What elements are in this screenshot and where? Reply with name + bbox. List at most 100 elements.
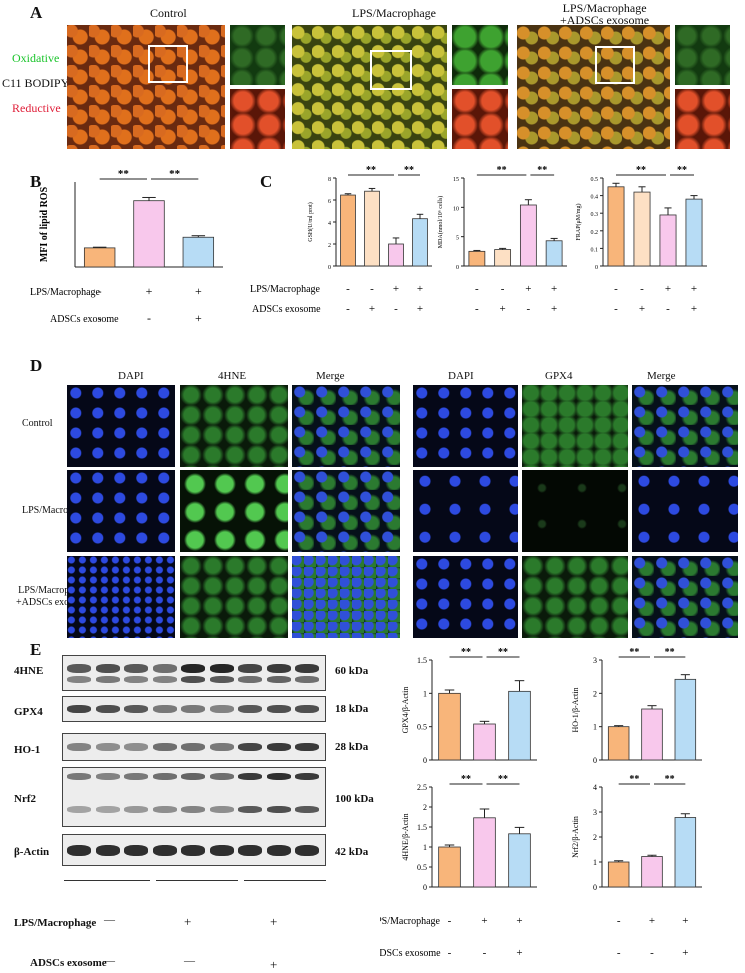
nrf2-sig-1: ** (665, 774, 675, 785)
col-4hne: 4HNE (218, 370, 247, 382)
hne-ytick-label-3: 1.5 (417, 823, 427, 832)
zoom-oxidative-lps-adsc (675, 25, 730, 85)
blot-3-band-0-4 (181, 773, 205, 780)
b-lps-sign-2: + (195, 284, 202, 298)
group-line-1 (64, 880, 150, 881)
mda-lps-sign-1: - (501, 283, 505, 295)
panel-e-label: E (30, 640, 42, 659)
img-dapi-lps-adsc-1 (67, 556, 175, 638)
e1-lps-sign-1: + (649, 915, 655, 927)
blot-3-band-0-2 (124, 773, 148, 780)
blot-2-band-0-3 (152, 743, 177, 751)
blot-3-band-0-7 (266, 773, 291, 780)
img-gpx4-lps-adsc (522, 556, 628, 638)
b-bar-0 (83, 247, 116, 268)
gsh-lps-sign-2: + (393, 283, 399, 295)
gsh-adsc-sign-3: + (417, 303, 423, 315)
hne-ytick-label-5: 2.5 (417, 783, 427, 792)
ho1-ytick-label-1: 1 (593, 723, 597, 732)
row-lps-adsc-line1: LPS/Macrophage (18, 585, 89, 596)
blot-3-band-1-5 (209, 806, 234, 813)
gsh-lps-sign-3: + (417, 283, 423, 295)
blot-2-band-0-6 (238, 743, 262, 751)
ho1-bar-0 (607, 726, 630, 761)
blot-lps-3: + (270, 914, 278, 929)
blot-1-band-0-4 (181, 705, 205, 713)
hne-ytick-label-0: 0 (423, 883, 427, 892)
hne-ylabel: 4HNE/β-Actin (401, 813, 410, 860)
ho1-ylabel: HO-1/β-Actin (571, 688, 580, 733)
col-merge-1: Merge (316, 370, 345, 382)
b-adsc-sign-1: - (147, 311, 151, 325)
nrf2-bar-0 (607, 861, 630, 888)
blot-4-band-0-7 (266, 845, 291, 856)
mda-ylabel: MDA(nmol/10⁶ cells) (437, 196, 444, 249)
gsh-sig-0: ** (366, 165, 376, 176)
b-lps-sign-0: - (98, 284, 102, 298)
hne-ytick-label-1: 0.5 (417, 863, 427, 872)
gsh-ytick-label-2: 4 (328, 221, 331, 227)
e1-adsc-sign-1: - (650, 947, 654, 959)
gsh-bar-3 (412, 218, 428, 267)
ho1-ytick-label-3: 3 (593, 656, 597, 665)
frap-sig-0: ** (636, 165, 646, 176)
img-dapi-lps-1 (67, 470, 175, 552)
blot-ho1 (62, 733, 326, 761)
blot-1-band-0-5 (209, 705, 234, 713)
blot-3-band-1-8 (295, 806, 319, 813)
gsh-bar-2 (388, 243, 404, 267)
gpx4-ytick-label-2: 1 (423, 689, 427, 698)
blot-3-band-1-4 (181, 806, 205, 813)
e-lps-label: LPS/Macrophage (380, 916, 441, 927)
c-lps-label: LPS/Macrophage (250, 284, 321, 295)
gsh-adsc-sign-2: - (394, 303, 398, 315)
blot-2-band-0-0 (67, 743, 91, 751)
panel-a-title-lps: LPS/Macrophage (352, 6, 436, 20)
blot-4-band-0-0 (67, 845, 91, 856)
b-lps-label: LPS/Macrophage (30, 287, 101, 298)
mda-bar-0 (468, 250, 486, 267)
ho1-sig-0: ** (629, 647, 639, 658)
frap-lps-sign-3: + (691, 283, 697, 295)
b-bar-1 (133, 200, 165, 268)
frap-ytick-label-0: 0 (595, 265, 598, 271)
nrf2-ytick-label-3: 3 (593, 808, 597, 817)
hne-bar-1 (473, 817, 496, 888)
blot-4-band-0-6 (238, 845, 262, 856)
e0-adsc-sign-2: + (516, 947, 522, 959)
blot-4-band-0-3 (152, 845, 177, 856)
blot-3-band-1-6 (238, 806, 262, 813)
frap-adsc-sign-1: + (639, 303, 645, 315)
blot-4-band-0-8 (295, 845, 319, 856)
b-adsc-sign-0: - (98, 311, 102, 325)
gsh-bar-1 (364, 190, 380, 267)
blot-0-band-1-5 (209, 676, 234, 683)
blot-0-band-0-4 (181, 664, 205, 673)
blot-0-band-0-7 (266, 664, 291, 673)
frap-bar-0 (607, 186, 625, 267)
blot-0-band-0-0 (67, 664, 91, 673)
blot-nrf2 (62, 767, 326, 827)
mda-bar-3 (545, 240, 563, 267)
zoom-reductive-lps (452, 89, 508, 149)
blot-0-band-1-7 (266, 676, 291, 683)
img-merge-control-2 (632, 385, 738, 467)
gpx4-sig-0: ** (461, 647, 471, 658)
gsh-ylabel: GSH(U/ml prot) (307, 202, 314, 242)
ho1-bar-2 (674, 678, 697, 761)
gsh-sig-1: ** (404, 165, 414, 176)
gsh-lps-sign-1: - (370, 283, 374, 295)
gpx4-bar-1 (473, 723, 496, 761)
frap-ytick-label-1: 0.1 (591, 247, 599, 253)
group-line-3 (244, 880, 326, 881)
nrf2-ytick-label-0: 0 (593, 883, 597, 892)
gpx4-ytick-label-3: 1.5 (417, 656, 427, 665)
blot-2-band-0-2 (124, 743, 148, 751)
mda-lps-sign-3: + (551, 283, 557, 295)
blot-1-band-0-1 (95, 705, 120, 713)
blot-1-band-0-3 (152, 705, 177, 713)
blot-adsc-1: — (104, 955, 115, 967)
blot-0-band-0-8 (295, 664, 319, 673)
panel-e-charts-svg: 0 0.5 1 1.5 GPX4/β-Actin ** ** 0 1 2 3 HO-1/β-Actin… (380, 647, 702, 959)
e1-lps-sign-0: - (617, 915, 621, 927)
